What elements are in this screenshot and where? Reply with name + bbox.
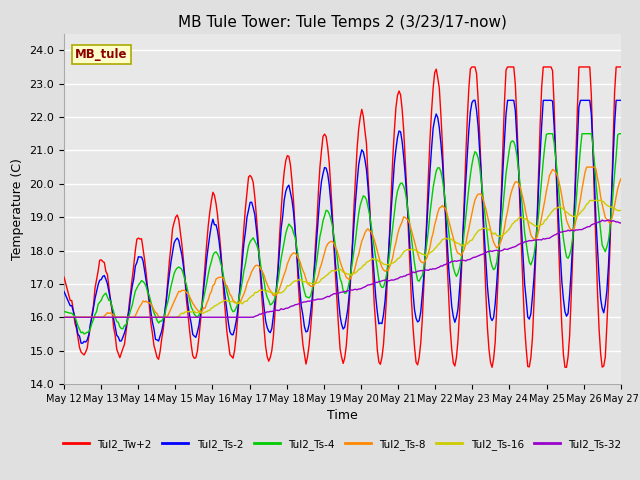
Text: MB_tule: MB_tule: [75, 48, 127, 60]
Title: MB Tule Tower: Tule Temps 2 (3/23/17-now): MB Tule Tower: Tule Temps 2 (3/23/17-now…: [178, 15, 507, 30]
Legend: Tul2_Tw+2, Tul2_Ts-2, Tul2_Ts-4, Tul2_Ts-8, Tul2_Ts-16, Tul2_Ts-32: Tul2_Tw+2, Tul2_Ts-2, Tul2_Ts-4, Tul2_Ts…: [59, 435, 626, 454]
Y-axis label: Temperature (C): Temperature (C): [11, 158, 24, 260]
X-axis label: Time: Time: [327, 409, 358, 422]
